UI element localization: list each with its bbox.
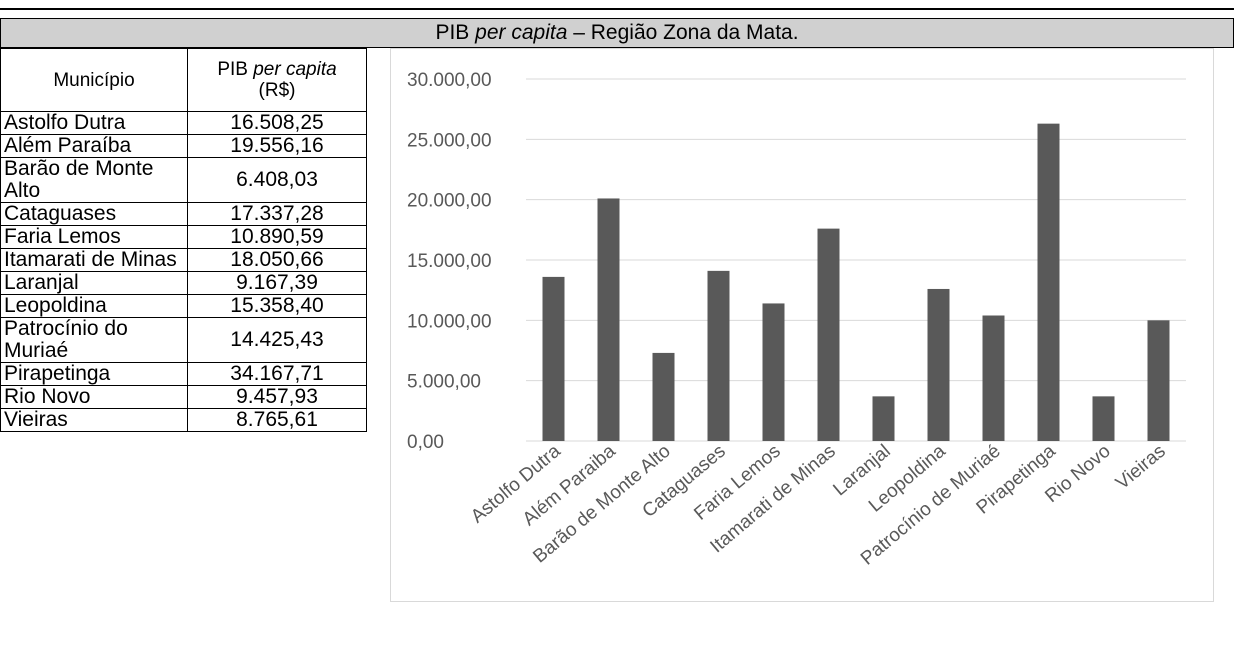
table-row: Patrocínio do Muriaé 14.425,43 [0, 317, 367, 363]
col-header-text: (R$) [258, 80, 296, 101]
table-row: Laranjal 9.167,39 [0, 271, 367, 295]
y-tick-label: 5.000,00 [407, 372, 481, 393]
name-cell: Leopoldina [0, 294, 188, 318]
value-cell: 14.425,43 [187, 317, 367, 363]
name-cell: Além Paraíba [0, 134, 188, 158]
name-cell: Laranjal [0, 271, 188, 295]
col-header: Município [0, 48, 188, 112]
bar [762, 303, 785, 441]
bar [542, 276, 565, 441]
header-text: per capita [475, 21, 568, 44]
name-cell: Rio Novo [0, 385, 188, 409]
name-cell: Barão de Monte Alto [0, 157, 188, 203]
value-cell: 10.890,59 [187, 225, 367, 249]
table-row: Pirapetinga 34.167,71 [0, 362, 367, 386]
table-row: Itamarati de Minas 18.050,66 [0, 248, 367, 272]
header-text: PIB [435, 21, 470, 44]
col-header-text: per capita [253, 59, 337, 80]
y-tick-label: 10.000,00 [407, 311, 492, 332]
y-tick-label: 20.000,00 [407, 191, 492, 212]
table-row: Barão de Monte Alto 6.408,03 [0, 157, 367, 203]
table-row: Cataguases 17.337,28 [0, 202, 367, 226]
value-cell: 6.408,03 [187, 157, 367, 203]
bar [707, 270, 730, 441]
bar [1037, 123, 1060, 441]
y-tick-label: 25.000,00 [407, 130, 492, 151]
name-cell: Pirapetinga [0, 362, 188, 386]
name-cell: Astolfo Dutra [0, 111, 188, 135]
y-tick-label: 30.000,00 [407, 70, 492, 91]
value-cell: 9.457,93 [187, 385, 367, 409]
y-tick-label: 0,00 [407, 432, 444, 453]
value-cell: 15.358,40 [187, 294, 367, 318]
bar [927, 288, 950, 441]
bar [652, 352, 675, 441]
table-row: Além Paraíba 19.556,16 [0, 134, 367, 158]
bar [872, 396, 895, 441]
header-text: – Região Zona da Mata. [573, 21, 799, 44]
table-row: Rio Novo 9.457,93 [0, 385, 367, 409]
value-cell: 19.556,16 [187, 134, 367, 158]
value-cell: 16.508,25 [187, 111, 367, 135]
value-cell: 17.337,28 [187, 202, 367, 226]
x-tick-label: Vieiras [1112, 441, 1170, 494]
bar [1092, 396, 1115, 441]
rule [0, 8, 1234, 10]
data-table: Município PIB per capita (R$) Astolfo Dut… [0, 48, 367, 432]
bar [817, 228, 840, 441]
table-row: Astolfo Dutra 16.508,25 [0, 111, 367, 135]
bar [1147, 320, 1170, 441]
chart-frame: 0,00 5.000,00 10.000,00 15.000,00 20.000,00 2… [390, 48, 1214, 602]
chart: 0,00 5.000,00 10.000,00 15.000,00 20.000,00 2… [407, 70, 1186, 570]
table-row: Vieiras 8.765,61 [0, 408, 367, 432]
name-cell: Vieiras [0, 408, 188, 432]
name-cell: Itamarati de Minas [0, 248, 188, 272]
value-cell: 18.050,66 [187, 248, 367, 272]
section-header: PIB per capita – Região Zona da Mata. [0, 18, 1234, 48]
value-cell: 34.167,71 [187, 362, 367, 386]
name-cell: Faria Lemos [0, 225, 188, 249]
bar [597, 198, 620, 441]
col-header: PIB per capita (R$) [187, 48, 367, 112]
table-row: Faria Lemos 10.890,59 [0, 225, 367, 249]
table-row: Leopoldina 15.358,40 [0, 294, 367, 318]
name-cell: Cataguases [0, 202, 188, 226]
value-cell: 9.167,39 [187, 271, 367, 295]
name-cell: Patrocínio do Muriaé [0, 317, 188, 363]
col-header-text: PIB [217, 59, 248, 80]
value-cell: 8.765,61 [187, 408, 367, 432]
y-tick-label: 15.000,00 [407, 251, 492, 272]
bar [982, 315, 1005, 441]
